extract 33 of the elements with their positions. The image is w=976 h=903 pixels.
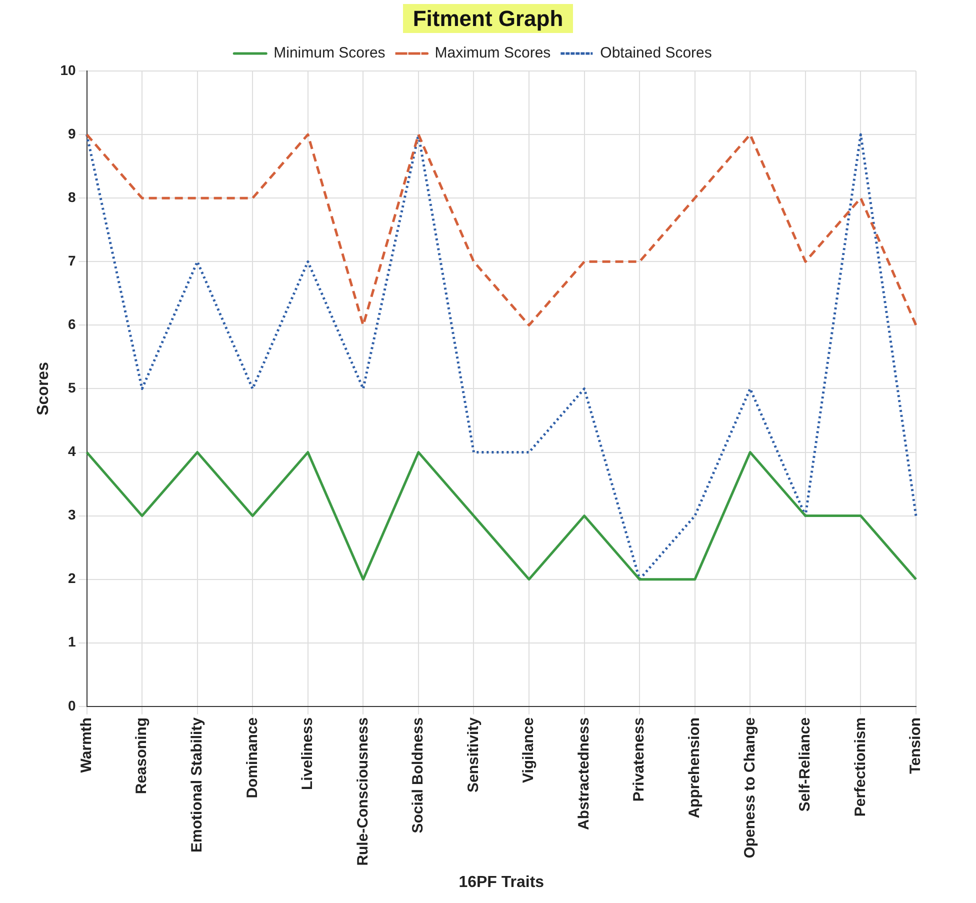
x-tick-label: Social Boldness [410, 717, 427, 834]
y-tick-label: 6 [68, 316, 76, 332]
y-tick-label: 4 [68, 443, 76, 460]
x-tick-label: Sensitivity [464, 716, 482, 792]
y-tick-label: 2 [68, 570, 76, 586]
legend-label: Minimum Scores [274, 44, 386, 62]
x-tick-label: Privateness [630, 717, 648, 802]
y-tick-label: 8 [68, 188, 76, 205]
x-tick-label: Openess to Change [741, 717, 758, 858]
x-tick-label: Tension [907, 717, 924, 774]
y-tick-label: 10 [60, 62, 76, 78]
legend-label: Obtained Scores [600, 44, 712, 62]
x-tick-label: Emotional Stability [188, 716, 206, 852]
y-tick-label: 5 [68, 380, 76, 396]
legend-label: Maximum Scores [434, 44, 551, 62]
y-axis-title: Scores [35, 362, 52, 416]
y-tick-label: 3 [68, 506, 76, 523]
x-tick-label: Dominance [244, 717, 261, 798]
y-tick-label: 7 [68, 252, 76, 268]
y-tick-label: 9 [68, 125, 76, 142]
x-tick-label: Reasoning [133, 717, 150, 794]
x-tick-label: Abstractedness [575, 717, 592, 830]
x-tick-label: Rule-Consciousness [354, 717, 372, 866]
x-tick-label: Perfectionism [852, 717, 869, 817]
chart-title: Fitment Graph [402, 4, 574, 33]
x-tick-label: Liveliness [299, 717, 316, 790]
x-tick-label: Vigilance [520, 717, 538, 784]
y-tick-label: 0 [68, 697, 76, 714]
x-axis-title: 16PF Traits [458, 874, 544, 891]
y-tick-label: 1 [68, 634, 76, 650]
x-tick-label: Warmth [78, 717, 95, 773]
x-tick-label: Apprehension [686, 717, 704, 818]
x-tick-label: Self-Reliance [796, 717, 814, 812]
